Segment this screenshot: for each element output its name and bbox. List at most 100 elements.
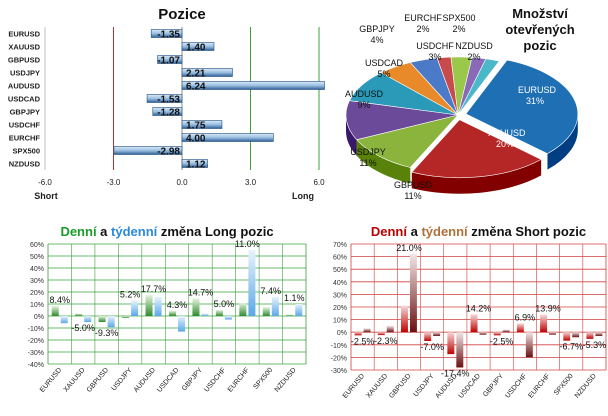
long-bar-daily <box>239 302 247 316</box>
long-x-tick: USDCAD <box>156 367 180 394</box>
short-bar-daily <box>447 332 455 355</box>
positions-category-label: GBPUSD <box>8 56 41 65</box>
short-y-tick: 0% <box>337 330 347 337</box>
positions-x-tick: 6.0 <box>313 178 325 187</box>
long-x-tick: NZDUSD <box>274 367 298 394</box>
positions-value-label: -2.98 <box>157 147 180 158</box>
pie-slice-side <box>547 113 578 170</box>
long-bar-daily <box>286 314 294 316</box>
short-y-tick: 40% <box>333 280 347 287</box>
long-bar-daily <box>98 316 106 322</box>
positions-category-label: USDCHF <box>9 121 41 130</box>
positions-value-label: 4.00 <box>186 134 206 145</box>
long-bar-daily <box>122 316 130 318</box>
pie-slice <box>345 100 459 141</box>
pie-slice <box>411 119 542 178</box>
short-bar-weekly <box>572 332 580 338</box>
long-x-tick: EURUSD <box>39 367 63 394</box>
positions-category-label: EURUSD <box>8 30 40 39</box>
positions-category-label: NZDUSD <box>9 160 41 169</box>
positions-value-label: -1.35 <box>157 30 180 41</box>
long-data-label: -9.3% <box>95 328 119 338</box>
short-bar-weekly <box>549 332 556 335</box>
long-y-tick: 50% <box>30 254 44 261</box>
pie-slice-side <box>356 139 411 184</box>
short-data-label: -2.3% <box>374 336 398 346</box>
positions-x-tick: -3.0 <box>107 178 121 187</box>
short-y-tick: -20% <box>331 355 347 362</box>
positions-title: Pozice <box>158 6 206 23</box>
positions-value-label: 6.24 <box>186 82 206 93</box>
positions-short-label: Short <box>34 191 58 201</box>
long-data-label: 11.0% <box>235 239 260 249</box>
positions-category-label: AUDUSD <box>8 82 41 91</box>
long-y-tick: -40% <box>28 362 44 369</box>
positions-value-label: -1.53 <box>157 95 180 106</box>
positions-value-label: 1.12 <box>186 160 206 171</box>
short-data-label: 21.0% <box>396 243 422 253</box>
short-bar-weekly <box>409 254 417 333</box>
pie-slice-percent: 9% <box>357 100 370 110</box>
positions-long-label: Long <box>292 191 314 201</box>
positions-bar <box>181 159 208 168</box>
pie-slice <box>457 58 500 116</box>
short-bar-daily <box>540 314 548 333</box>
short-data-label: 13.9% <box>535 304 561 314</box>
pie-slice-side <box>346 115 357 156</box>
short-bar-weekly <box>363 328 371 333</box>
long-y-tick: -20% <box>28 338 44 345</box>
short-data-label: -17.4% <box>441 368 470 378</box>
short-bar-weekly <box>386 325 394 333</box>
short-data-label: -7.0% <box>420 342 444 352</box>
long-data-label: 8.4% <box>49 295 70 305</box>
long-bar-weekly <box>224 316 232 320</box>
positions-value-label: -1.07 <box>157 56 180 67</box>
short-x-tick: SPX500 <box>553 373 575 397</box>
short-y-tick: 50% <box>333 267 347 274</box>
positions-bar <box>152 107 183 116</box>
pie-slice-label: SPX500 <box>442 13 475 23</box>
short-y-tick: 70% <box>333 242 347 249</box>
pie-slice-percent: 3% <box>428 52 441 62</box>
long-y-tick: -30% <box>28 350 44 357</box>
short-bar-weekly <box>433 332 441 336</box>
long-bar-weekly <box>201 313 209 316</box>
long-bar-daily <box>145 294 153 316</box>
short-bar-daily <box>401 305 408 333</box>
short-y-tick: 20% <box>333 305 347 312</box>
long-bar-weekly <box>178 316 186 332</box>
positions-value-label: -1.28 <box>157 108 180 119</box>
pie-slice-percent: 20% <box>496 139 514 149</box>
pie-slice-label: NZDUSD <box>455 41 493 51</box>
short-x-tick: EURCHF <box>527 373 551 400</box>
short-data-label: -5.3% <box>583 340 607 350</box>
short-x-tick: GBPJPY <box>482 373 505 399</box>
long-data-label: 5.0% <box>214 299 235 309</box>
positions-bar <box>146 94 183 103</box>
positions-bar <box>181 120 223 129</box>
pie-slice-label: GBPJPY <box>359 24 395 34</box>
pie-slice-percent: 2% <box>467 52 480 62</box>
long-bar-weekly <box>107 316 115 328</box>
short-bar-weekly <box>456 332 464 368</box>
long-y-tick: 40% <box>30 266 44 273</box>
short-bar-weekly <box>595 332 603 336</box>
long-bar-daily <box>75 313 83 316</box>
positions-category-label: USDCAD <box>8 95 41 104</box>
long-data-label: 4.3% <box>167 300 188 310</box>
long-x-tick: USDJPY <box>111 367 134 393</box>
long-x-tick: GBPUSD <box>86 367 110 394</box>
pie-title-line: otevřených <box>505 22 574 37</box>
short-bar-daily <box>586 332 594 339</box>
positions-bar <box>157 55 183 64</box>
long-bar-weekly <box>295 304 303 316</box>
long-bar-daily <box>168 310 176 316</box>
positions-value-label: 2.21 <box>186 69 206 80</box>
long-data-label: 5.2% <box>120 289 141 299</box>
long-data-label: 7.4% <box>261 286 282 296</box>
short-y-tick: -10% <box>331 343 347 350</box>
short-y-tick: -30% <box>331 368 347 375</box>
positions-bar <box>181 42 215 51</box>
pie-slice-label: USDCHF <box>416 41 454 51</box>
pie-slice <box>356 114 459 168</box>
